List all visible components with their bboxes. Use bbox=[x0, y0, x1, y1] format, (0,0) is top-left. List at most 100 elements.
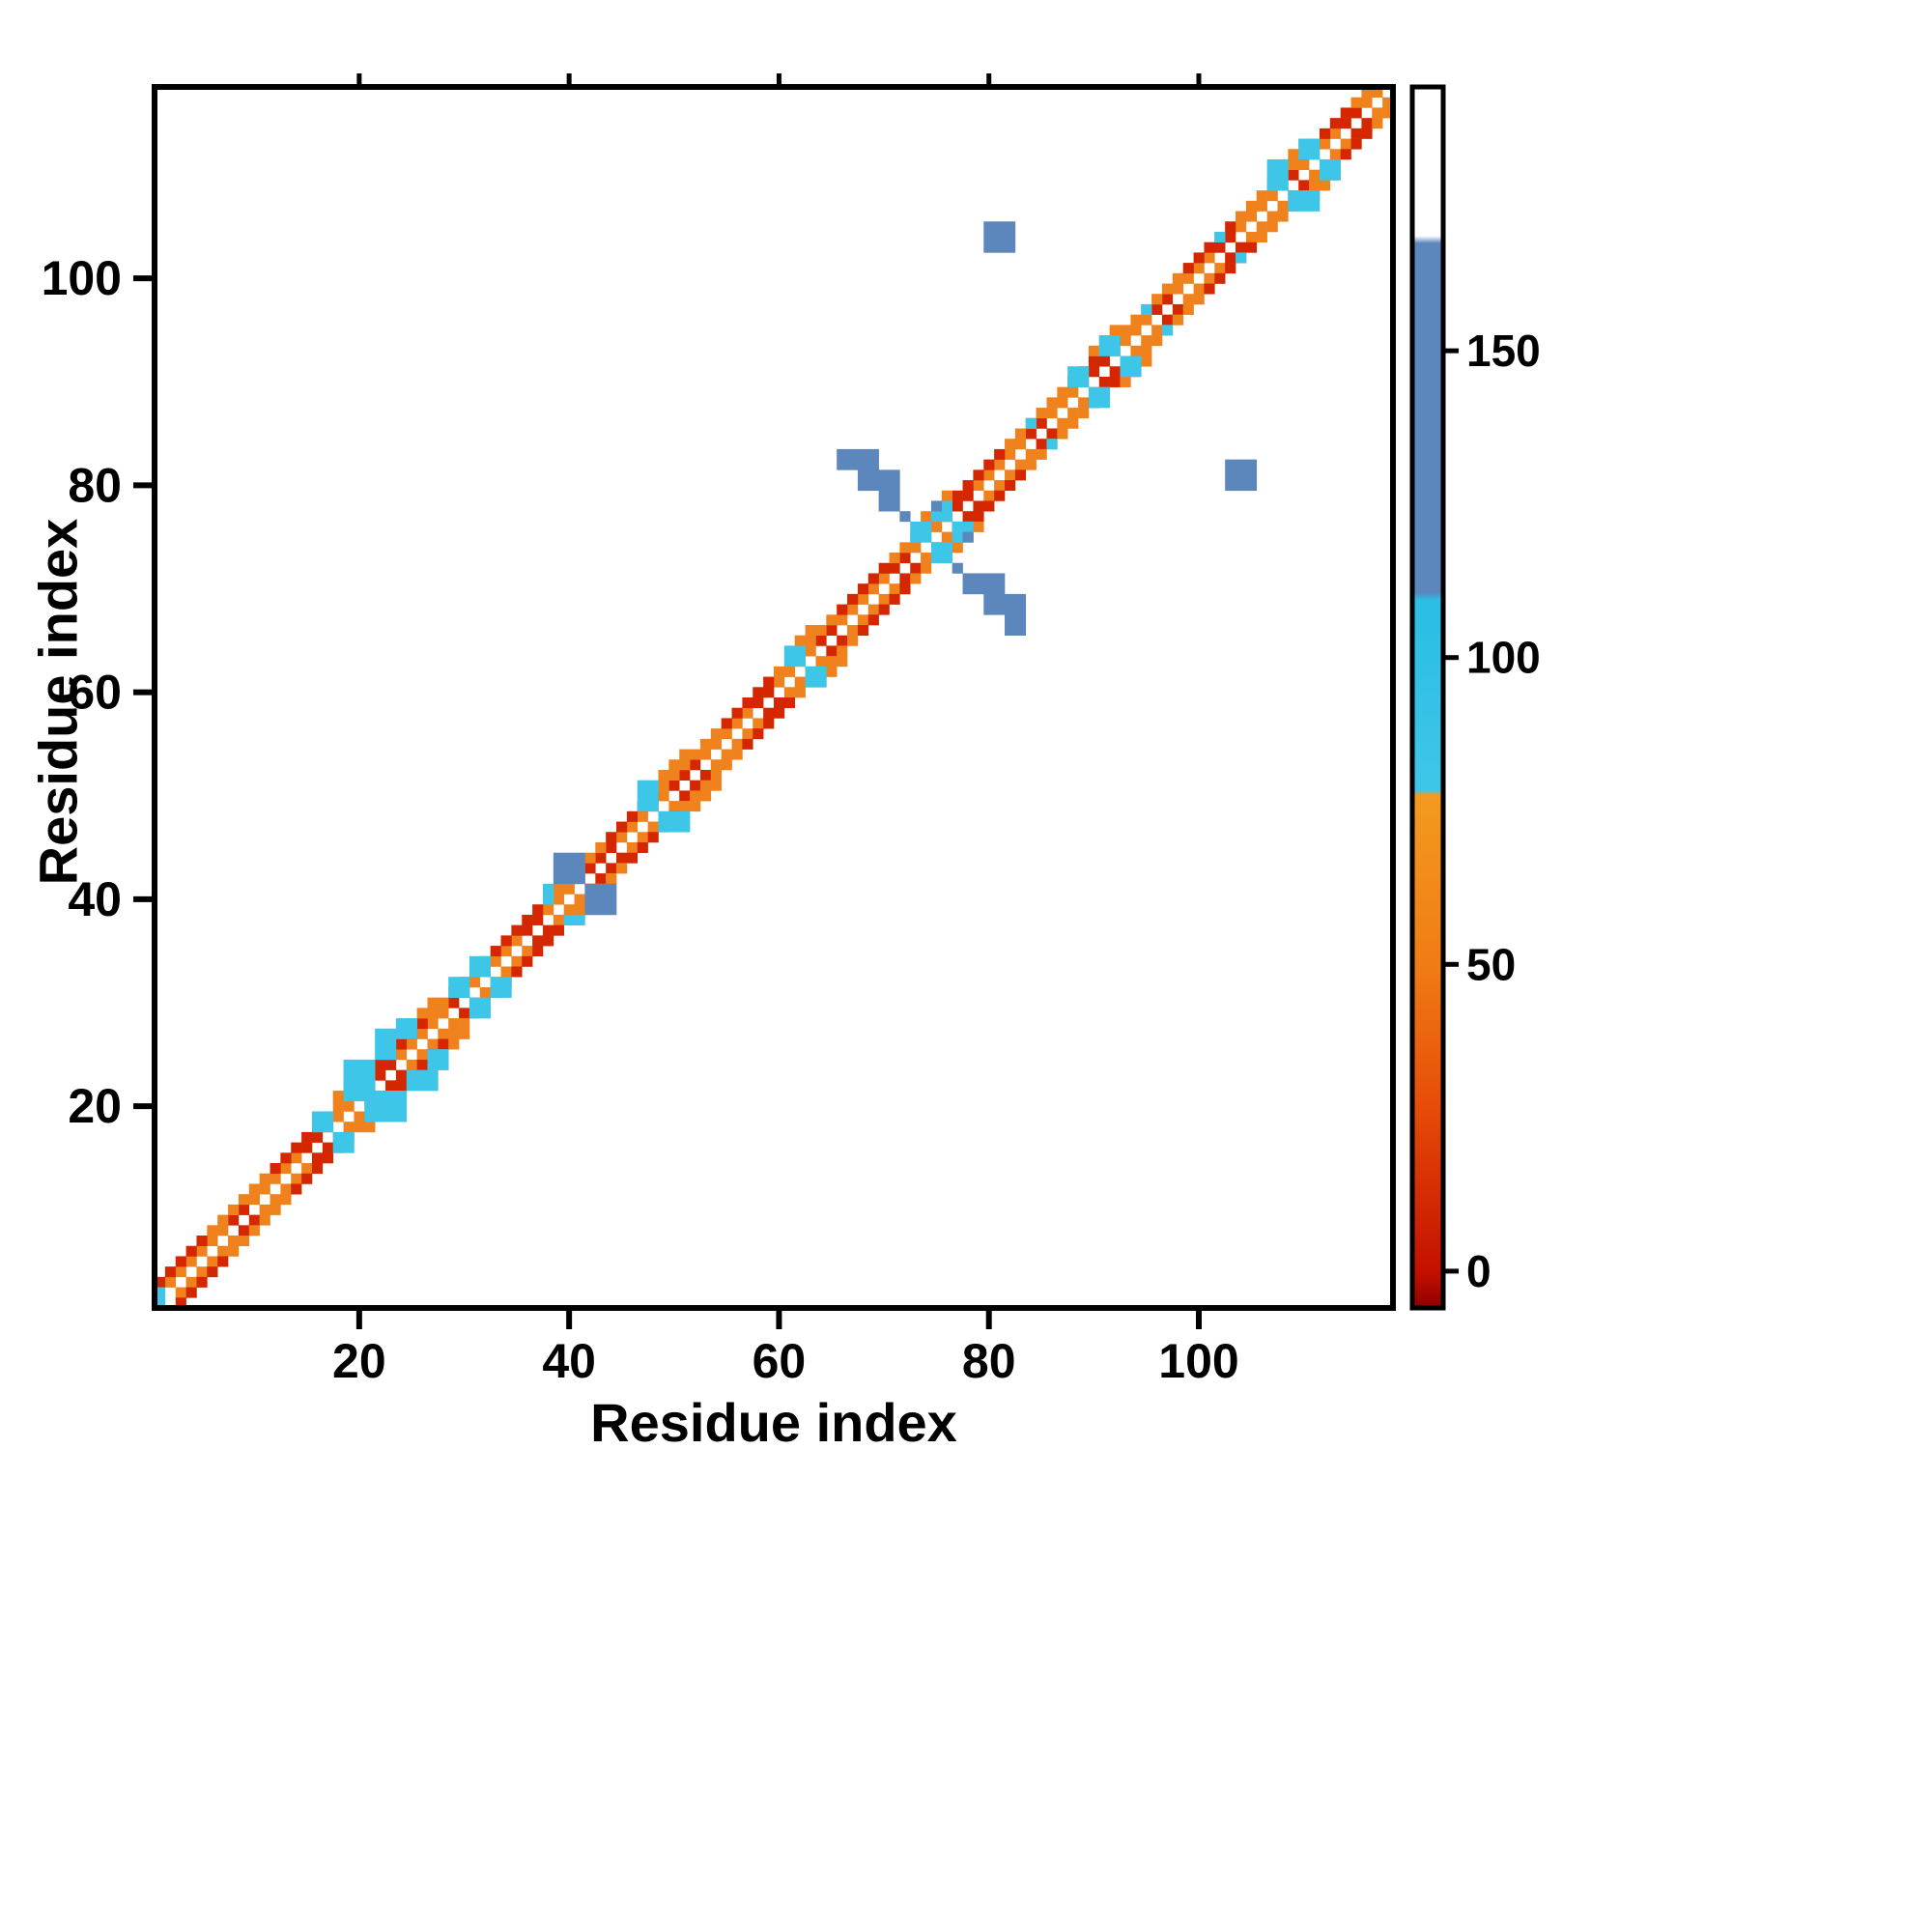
heatmap-cell bbox=[899, 583, 911, 595]
x-tick-label: 80 bbox=[962, 1334, 1016, 1388]
heatmap-cell bbox=[690, 780, 701, 791]
heatmap-cell bbox=[1329, 118, 1341, 129]
heatmap-cell bbox=[280, 1183, 292, 1195]
heatmap-cell bbox=[217, 1214, 229, 1226]
heatmap-cell bbox=[847, 604, 859, 615]
heatmap-blob bbox=[910, 521, 932, 543]
heatmap-cell bbox=[699, 790, 712, 802]
heatmap-cell bbox=[416, 1018, 428, 1030]
heatmap-cell bbox=[332, 1091, 344, 1102]
heatmap-cell bbox=[395, 1080, 408, 1092]
heatmap-cell bbox=[332, 1111, 344, 1122]
heatmap-cell bbox=[217, 1225, 229, 1236]
heatmap-cell bbox=[731, 738, 743, 750]
heatmap-cell bbox=[847, 635, 859, 646]
heatmap-cell bbox=[1130, 345, 1142, 356]
heatmap-cell bbox=[259, 1183, 270, 1195]
heatmap-cell bbox=[1298, 158, 1310, 170]
heatmap-cell bbox=[606, 841, 617, 853]
heatmap-cell bbox=[1151, 303, 1163, 315]
colorbar bbox=[1409, 84, 1446, 1311]
heatmap-cell bbox=[438, 1008, 449, 1019]
heatmap-cell bbox=[542, 935, 554, 947]
heatmap-cell bbox=[637, 810, 648, 822]
heatmap-cell bbox=[1182, 263, 1194, 274]
heatmap-cell bbox=[1350, 138, 1362, 150]
heatmap-cell bbox=[626, 852, 639, 864]
heatmap-blob bbox=[962, 531, 974, 543]
heatmap-cell bbox=[1109, 325, 1121, 336]
heatmap-cell bbox=[763, 676, 775, 688]
x-tick-label: 100 bbox=[1158, 1334, 1238, 1388]
heatmap-blob bbox=[930, 500, 943, 512]
heatmap-cell bbox=[332, 1100, 344, 1112]
heatmap-cell bbox=[679, 790, 691, 802]
heatmap-cells-layer bbox=[155, 87, 1393, 1308]
heatmap-blob bbox=[1046, 439, 1058, 450]
heatmap-cell bbox=[837, 635, 848, 646]
heatmap-cell bbox=[1245, 231, 1258, 242]
heatmap-cell bbox=[826, 666, 838, 677]
heatmap-cell bbox=[878, 562, 890, 574]
heatmap-cell bbox=[857, 625, 869, 637]
heatmap-cell bbox=[826, 656, 838, 668]
heatmap-cell bbox=[1372, 107, 1383, 119]
heatmap-cell bbox=[1225, 221, 1236, 233]
heatmap-cell bbox=[375, 1059, 386, 1070]
heatmap-cell bbox=[1350, 107, 1362, 119]
heatmap-cell bbox=[270, 1163, 281, 1175]
heatmap-cell bbox=[763, 707, 775, 719]
heatmap-cell bbox=[1309, 180, 1321, 191]
heatmap-cell bbox=[532, 914, 544, 925]
heatmap-cell bbox=[962, 490, 974, 501]
heatmap-cell bbox=[416, 1008, 428, 1019]
colorbar-ticks-layer: 0 50 100 150 bbox=[1443, 326, 1541, 1296]
heatmap-blob bbox=[1067, 366, 1090, 387]
heatmap-cell bbox=[1151, 335, 1163, 347]
heatmap-cell bbox=[427, 997, 439, 1009]
axis-ticks-layer: 20 40 60 80 100 20 40 60 80 100 bbox=[42, 73, 1239, 1388]
heatmap-cell bbox=[217, 1256, 229, 1267]
heatmap-cell bbox=[1182, 303, 1194, 315]
heatmap-blob bbox=[1266, 158, 1289, 191]
heatmap-cell bbox=[679, 749, 691, 760]
heatmap-cell bbox=[1130, 314, 1142, 326]
heatmap-cell bbox=[1046, 408, 1058, 419]
heatmap-cell bbox=[1340, 107, 1351, 119]
heatmap-cell bbox=[1256, 221, 1267, 233]
heatmap-cell bbox=[710, 780, 722, 791]
heatmap-cell bbox=[427, 1008, 439, 1019]
heatmap-cell bbox=[301, 1163, 313, 1175]
heatmap-cell bbox=[867, 583, 879, 595]
heatmap-cell bbox=[270, 1194, 281, 1206]
heatmap-cell bbox=[1057, 417, 1068, 429]
heatmap-cell bbox=[459, 1018, 470, 1030]
heatmap-cell bbox=[930, 521, 943, 532]
heatmap-cell bbox=[826, 625, 838, 637]
heatmap-cell bbox=[794, 687, 806, 698]
heatmap-cell bbox=[774, 707, 785, 719]
heatmap-cell bbox=[699, 780, 712, 791]
heatmap-cell bbox=[185, 1245, 197, 1257]
heatmap-cell bbox=[500, 946, 512, 957]
heatmap-cell bbox=[1329, 128, 1341, 139]
heatmap-cell bbox=[889, 553, 900, 564]
heatmap-cell bbox=[1141, 314, 1152, 326]
heatmap-blob bbox=[584, 883, 617, 916]
heatmap-blob bbox=[395, 1018, 417, 1039]
heatmap-cell bbox=[207, 1236, 218, 1247]
heatmap-cell bbox=[1193, 252, 1205, 264]
heatmap-blob bbox=[658, 810, 691, 833]
heatmap-cell bbox=[973, 469, 984, 481]
heatmap-cell bbox=[815, 635, 827, 646]
heatmap-cell bbox=[270, 1173, 281, 1184]
heatmap-cell bbox=[878, 593, 890, 605]
heatmap-cell bbox=[889, 562, 900, 574]
heatmap-cell bbox=[1036, 408, 1047, 419]
heatmap-cell bbox=[658, 769, 669, 781]
heatmap-cell bbox=[1088, 345, 1100, 356]
heatmap-cell bbox=[1161, 314, 1174, 326]
heatmap-cell bbox=[280, 1152, 292, 1164]
heatmap-cell bbox=[595, 841, 607, 853]
heatmap-cell bbox=[1288, 169, 1299, 181]
